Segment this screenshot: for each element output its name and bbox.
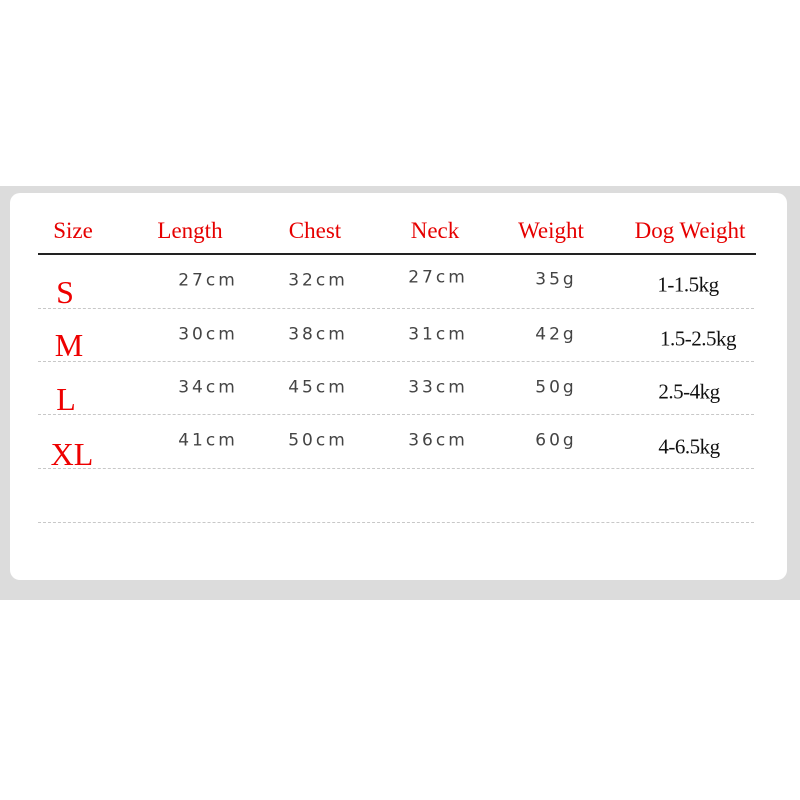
header-dog-weight: Dog Weight <box>634 218 746 243</box>
neck-value: 31cm <box>408 324 468 345</box>
dog-weight-value: 4-6.5kg <box>658 434 720 459</box>
chest-value: 38cm <box>288 324 348 345</box>
row-divider <box>38 308 754 309</box>
row-divider <box>38 361 754 362</box>
weight-value: 35g <box>535 269 577 290</box>
size-label: S <box>56 274 74 310</box>
dog-weight-value: 2.5-4kg <box>658 379 720 404</box>
header-divider <box>38 253 756 255</box>
header-size: Size <box>53 218 93 243</box>
header-weight: Weight <box>518 218 584 243</box>
size-label: XL <box>50 436 94 472</box>
weight-value: 60g <box>535 430 577 451</box>
header-length: Length <box>157 218 223 243</box>
size-chart-card <box>10 193 787 580</box>
length-value: 34cm <box>178 377 238 398</box>
neck-value: 27cm <box>408 267 468 288</box>
row-divider <box>38 468 754 469</box>
dog-weight-value: 1-1.5kg <box>657 272 719 297</box>
size-label: L <box>56 381 76 417</box>
chest-value: 45cm <box>288 377 348 398</box>
row-divider <box>38 522 754 523</box>
chest-value: 50cm <box>288 430 348 451</box>
weight-value: 42g <box>535 324 577 345</box>
weight-value: 50g <box>535 377 577 398</box>
neck-value: 36cm <box>408 430 468 451</box>
header-neck: Neck <box>410 218 460 243</box>
length-value: 30cm <box>178 324 238 345</box>
size-label: M <box>54 327 84 363</box>
header-chest: Chest <box>288 218 342 243</box>
chest-value: 32cm <box>288 270 348 291</box>
neck-value: 33cm <box>408 377 468 398</box>
dog-weight-value: 1.5-2.5kg <box>660 326 737 351</box>
length-value: 41cm <box>178 430 238 451</box>
length-value: 27cm <box>178 270 238 291</box>
row-divider <box>38 414 754 415</box>
